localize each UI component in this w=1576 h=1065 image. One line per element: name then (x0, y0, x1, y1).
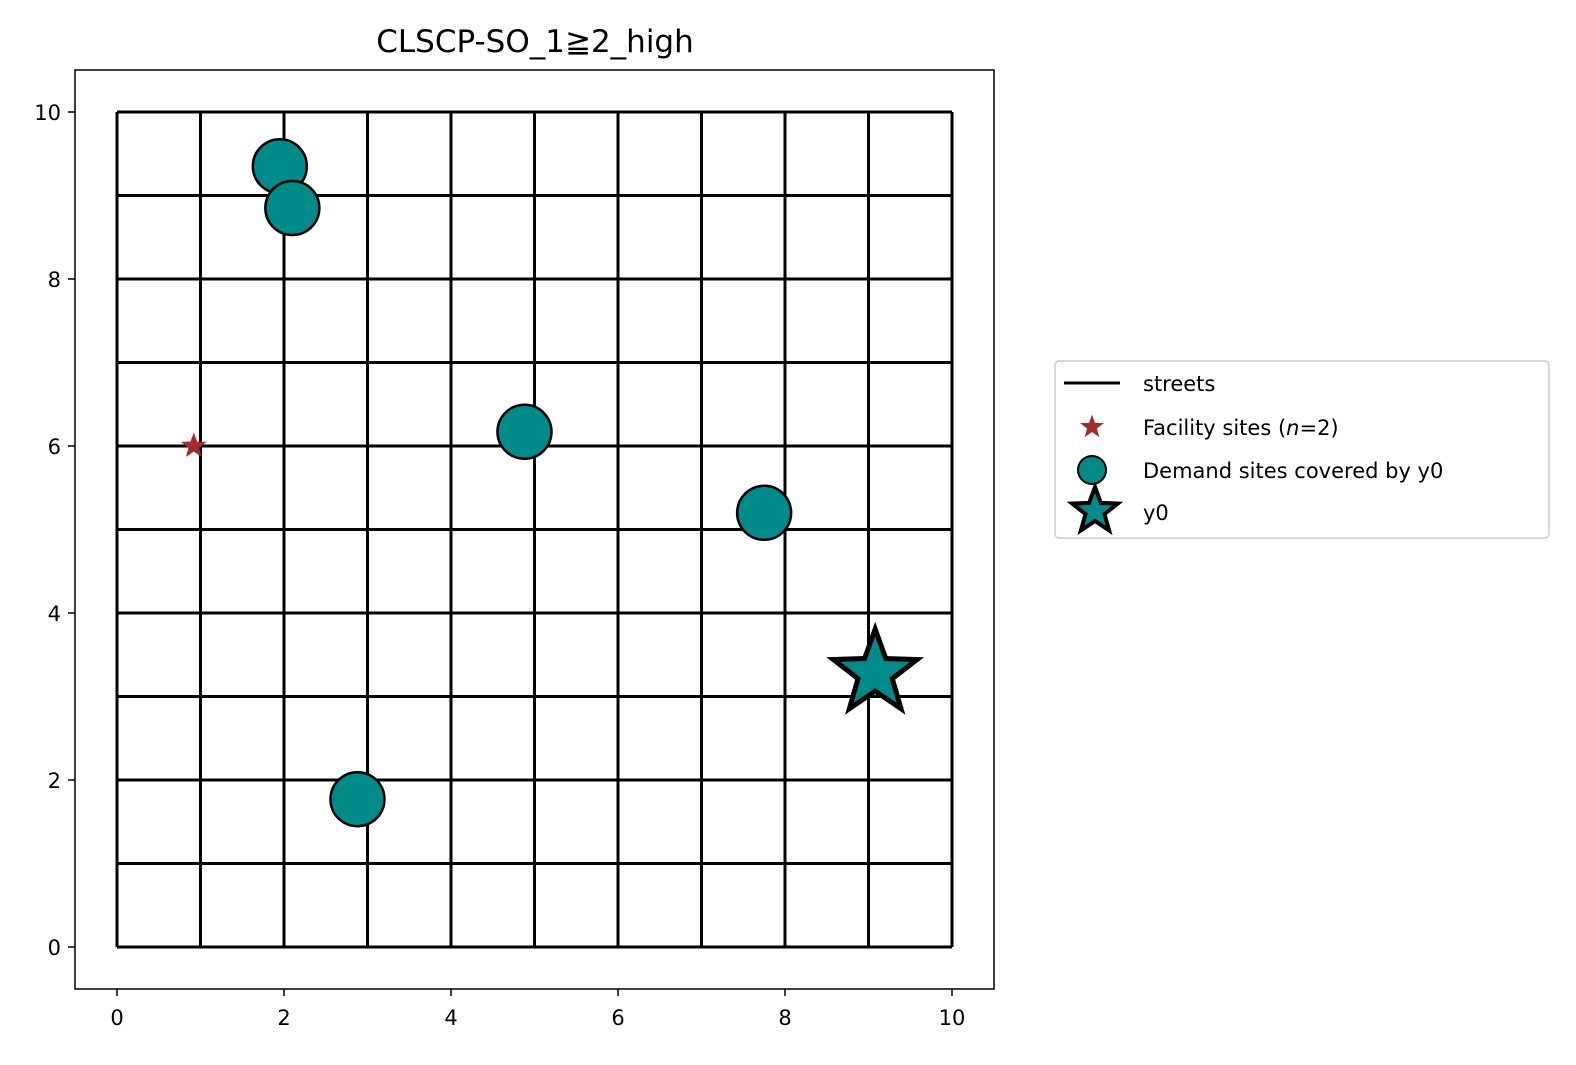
plot-frame (74, 69, 995, 990)
data-points (181, 138, 925, 828)
legend-demand-marker (1077, 455, 1107, 485)
y-tick-label: 0 (48, 936, 61, 960)
legend: streets Facility sites (n=2) Demand site… (1054, 360, 1550, 539)
chart-title: CLSCP-SO_1≧2_high (376, 24, 694, 60)
x-axis-ticks: 0 2 4 6 8 10 (110, 989, 965, 1030)
x-tick-label: 8 (778, 1006, 791, 1030)
y-tick-label: 6 (48, 435, 61, 459)
facility-site-point (181, 432, 207, 457)
demand-site-point (735, 484, 793, 542)
legend-facility-marker (1080, 414, 1104, 438)
y0-point (826, 621, 925, 715)
y-axis-ticks: 0 2 4 6 8 10 (34, 101, 75, 960)
demand-site-point (264, 179, 321, 237)
legend-demand-swatch (1077, 455, 1107, 485)
streets-grid (115, 110, 954, 949)
y-tick-label: 2 (48, 769, 61, 793)
legend-facility-swatch (1080, 414, 1104, 438)
legend-facility-label: Facility sites (n=2) (1143, 416, 1339, 440)
y-tick-label: 10 (34, 101, 61, 125)
demand-site-point (329, 770, 386, 828)
legend-y0-swatch (1066, 481, 1124, 536)
legend-box (1054, 360, 1550, 539)
legend-streets-label: streets (1143, 372, 1215, 396)
legend-y0-label: y0 (1143, 501, 1169, 525)
y-tick-label: 8 (48, 268, 61, 292)
x-tick-label: 10 (939, 1006, 966, 1030)
x-tick-label: 2 (277, 1006, 290, 1030)
legend-y0-marker (1066, 481, 1124, 536)
x-tick-label: 6 (611, 1006, 624, 1030)
x-tick-label: 0 (110, 1006, 123, 1030)
legend-demand-label: Demand sites covered by y0 (1143, 459, 1443, 483)
demand-site-point (496, 403, 553, 461)
x-tick-label: 4 (444, 1006, 457, 1030)
y-tick-label: 4 (48, 602, 61, 626)
